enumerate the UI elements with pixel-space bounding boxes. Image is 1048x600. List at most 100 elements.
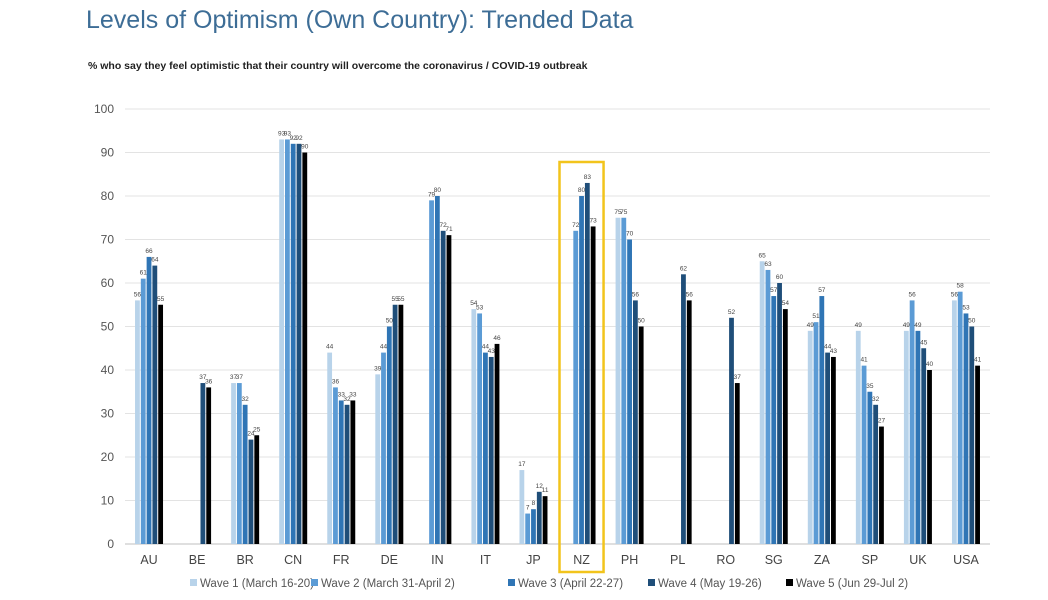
legend-swatch (311, 579, 318, 586)
legend-label: Wave 2 (March 31-April 2) (321, 578, 455, 590)
bar (477, 313, 483, 544)
data-label: 93 (284, 130, 292, 137)
data-label: 55 (391, 296, 399, 303)
data-label: 61 (140, 270, 148, 277)
category-label: CN (284, 553, 302, 567)
bar (765, 269, 771, 544)
data-label: 49 (807, 322, 815, 329)
data-label: 55 (397, 296, 405, 303)
bar (236, 383, 242, 544)
bar (729, 317, 734, 544)
bar (434, 196, 440, 544)
axes: 0 10 20 30 40 50 60 70 80 90 100 AU BE BR CN FR DE IN IT JP… (94, 102, 979, 574)
bar (915, 330, 921, 544)
chart-subtitle: % who say they feel optimistic that thei… (88, 60, 588, 72)
bar (525, 513, 531, 544)
legend-swatch (508, 579, 515, 586)
highlight-box (558, 160, 605, 574)
bar (627, 239, 632, 544)
y-tick-label: 40 (101, 363, 115, 377)
data-label: 63 (764, 261, 772, 268)
bar (632, 300, 638, 544)
data-label: 71 (445, 226, 453, 233)
bar (861, 365, 867, 544)
bar (879, 426, 884, 544)
data-label: 79 (428, 191, 436, 198)
bar (392, 304, 398, 544)
category-label: FR (333, 553, 350, 567)
bar (440, 230, 446, 545)
data-label: 49 (903, 322, 911, 329)
bar (531, 509, 536, 544)
chart-title: Levels of Optimism (Own Country): Trende… (86, 6, 634, 34)
data-label: 41 (974, 357, 982, 364)
category-label: BE (189, 553, 206, 567)
bar (488, 356, 494, 544)
bar (782, 309, 788, 544)
data-label: 39 (374, 365, 382, 372)
data-label: 8 (532, 500, 536, 507)
data-label: 66 (145, 248, 153, 255)
data-label: 62 (680, 265, 688, 272)
bar (734, 383, 740, 544)
bar (327, 352, 333, 544)
category-label: IN (431, 553, 444, 567)
data-label: 83 (584, 174, 592, 181)
bar (686, 300, 692, 544)
data-label: 44 (380, 344, 388, 351)
data-label: 56 (632, 291, 640, 298)
bar (146, 256, 152, 544)
bar (152, 265, 158, 544)
data-label: 53 (476, 304, 484, 311)
data-label: 92 (295, 135, 303, 142)
bar (519, 470, 525, 544)
bar (615, 217, 621, 544)
data-label: 92 (290, 135, 298, 142)
bar (284, 139, 290, 544)
y-tick-label: 0 (107, 537, 114, 551)
category-label: IT (480, 553, 491, 567)
y-tick-label: 60 (101, 276, 115, 290)
bar (681, 274, 686, 544)
y-tick-label: 50 (101, 320, 115, 334)
legend-label: Wave 5 (Jun 29-Jul 2) (796, 578, 908, 590)
data-label: 56 (686, 291, 694, 298)
bar (200, 383, 206, 544)
bar (248, 439, 254, 544)
bar (819, 296, 825, 544)
data-label: 70 (626, 231, 634, 238)
bar (242, 404, 248, 544)
data-label: 33 (338, 391, 346, 398)
data-label: 50 (638, 318, 646, 325)
bar (158, 304, 164, 544)
data-label: 57 (818, 287, 826, 294)
bar (590, 226, 596, 544)
y-tick-label: 100 (94, 102, 114, 116)
bar (350, 400, 356, 544)
data-label: 51 (812, 313, 820, 320)
category-label: SP (862, 553, 879, 567)
data-label: 54 (782, 300, 790, 307)
data-label: 50 (386, 318, 394, 325)
data-label: 44 (824, 344, 832, 351)
bar (375, 374, 381, 544)
bar (338, 400, 344, 544)
data-label: 73 (590, 217, 598, 224)
data-label: 37 (199, 374, 207, 381)
y-tick-label: 90 (101, 146, 115, 160)
data-label: 80 (578, 187, 586, 194)
data-label: 40 (926, 361, 934, 368)
legend-label: Wave 4 (May 19-26) (658, 578, 762, 590)
data-label: 57 (770, 287, 778, 294)
data-label: 60 (776, 274, 784, 281)
data-label: 65 (759, 252, 767, 259)
data-label: 50 (968, 318, 976, 325)
data-label: 35 (866, 383, 874, 390)
legend: Wave 1 (March 16-20) Wave 2 (March 31-Apr… (190, 578, 908, 590)
bar (855, 330, 861, 544)
gridlines (125, 108, 990, 545)
bar (921, 348, 927, 544)
bar (446, 235, 452, 544)
category-label: USA (953, 553, 979, 567)
data-label: 44 (482, 344, 490, 351)
